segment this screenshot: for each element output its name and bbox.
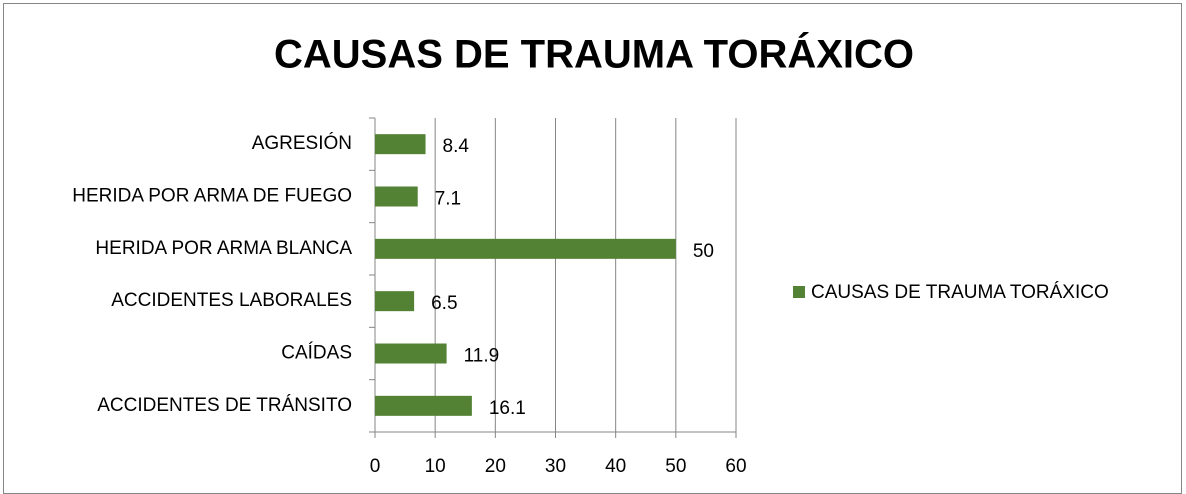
value-label: 50	[693, 241, 714, 262]
x-tick-label: 50	[665, 456, 686, 477]
x-tick-label: 30	[545, 456, 566, 477]
value-label: 16.1	[489, 398, 526, 419]
y-tick-label: HERIDA POR ARMA BLANCA	[95, 238, 352, 259]
legend-swatch	[793, 286, 805, 298]
x-tick-label: 40	[605, 456, 626, 477]
bar	[375, 343, 447, 364]
value-label: 6.5	[431, 293, 457, 314]
y-tick-label: CAÍDAS	[281, 343, 352, 364]
y-tick-label: HERIDA POR ARMA DE FUEGO	[72, 186, 352, 207]
x-tick-label: 20	[485, 456, 506, 477]
bar	[375, 238, 676, 259]
legend-label: CAUSAS DE TRAUMA TORÁXICO	[811, 282, 1109, 303]
bar	[375, 291, 415, 312]
value-label: 11.9	[464, 346, 500, 367]
y-tick-label: ACCIDENTES LABORALES	[111, 290, 352, 311]
x-tick-label: 60	[725, 456, 746, 477]
bar	[375, 134, 426, 155]
value-label: 8.4	[443, 136, 470, 157]
y-tick-label: AGRESIÓN	[252, 132, 352, 154]
chart-title: CAUSAS DE TRAUMA TORÁXICO	[274, 32, 914, 77]
y-tick-label: ACCIDENTES DE TRÁNSITO	[97, 395, 352, 416]
value-label: 7.1	[435, 189, 461, 210]
x-tick-label: 10	[425, 456, 446, 477]
bar	[375, 186, 418, 207]
bar	[375, 395, 472, 416]
x-tick-label: 0	[370, 456, 381, 477]
